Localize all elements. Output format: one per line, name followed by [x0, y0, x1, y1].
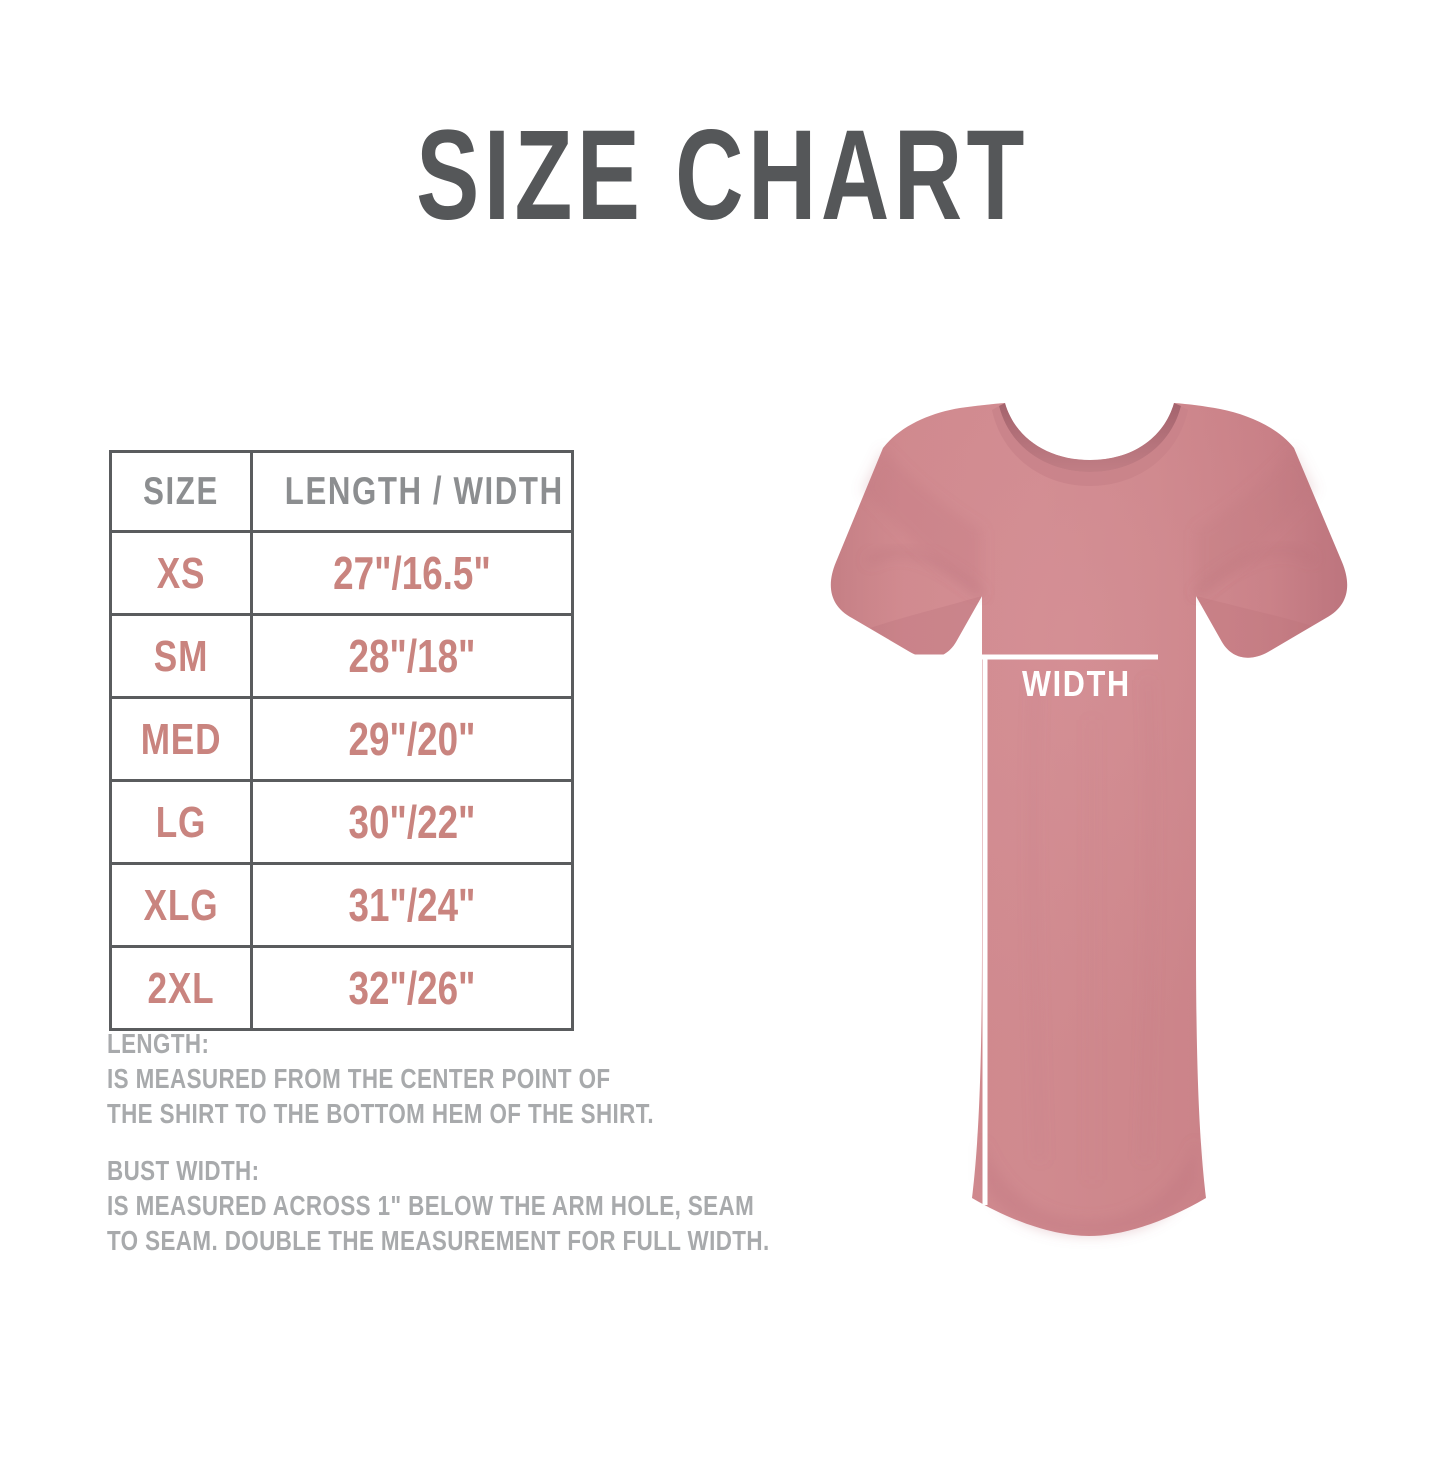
measurement-value: 28"/18" — [348, 629, 476, 682]
measurement-value: 32"/26" — [348, 961, 476, 1014]
fabric-folds — [1028, 679, 1156, 1180]
cell-size: XS — [109, 530, 253, 616]
measurement-value: 30"/22" — [348, 795, 476, 848]
bottom-hem-shadow — [982, 1140, 1196, 1236]
measurement-value: 31"/24" — [348, 878, 476, 931]
note-length: LENGTH: IS MEASURED FROM THE CENTER POIN… — [107, 1026, 747, 1131]
measurement-value: 29"/20" — [348, 712, 476, 765]
table-row: 2XL 32"/26" — [109, 945, 574, 1031]
cell-measurement: 28"/18" — [250, 613, 574, 699]
column-header-size: SIZE — [109, 450, 253, 533]
measurement-value: 27"/16.5" — [333, 546, 491, 599]
table-row: XS 27"/16.5" — [109, 530, 574, 616]
column-header-size-label: SIZE — [143, 469, 219, 513]
column-header-length-width-label: LENGTH / WIDTH — [284, 469, 564, 513]
cell-measurement: 30"/22" — [250, 779, 574, 865]
note-length-line-1: IS MEASURED FROM THE CENTER POINT OF — [107, 1063, 611, 1094]
right-shoulder-shadow — [1196, 448, 1316, 596]
left-sleeve-shadow — [870, 596, 982, 658]
size-value: SM — [153, 631, 209, 681]
note-bust-width-line-2: TO SEAM. DOUBLE THE MEASUREMENT FOR FULL… — [107, 1225, 770, 1256]
page-title: SIZE CHART — [416, 104, 1029, 247]
size-value: XS — [156, 548, 206, 598]
cell-size: XLG — [109, 862, 253, 948]
size-value: MED — [140, 714, 222, 764]
cell-measurement: 32"/26" — [250, 945, 574, 1031]
measurement-guides — [795, 654, 1158, 1205]
note-bust-width-line-1: IS MEASURED ACROSS 1" BELOW THE ARM HOLE… — [107, 1190, 755, 1221]
cell-measurement: 31"/24" — [250, 862, 574, 948]
width-label: WIDTH — [1022, 663, 1131, 704]
cell-size: MED — [109, 696, 253, 782]
collar-band — [992, 406, 1188, 486]
size-chart-table: SIZE LENGTH / WIDTH XS 27"/16.5" SM 28"/… — [109, 450, 574, 1031]
length-label: LENGTH — [903, 684, 944, 820]
right-sleeve-shadow — [1196, 596, 1312, 658]
cell-measurement: 27"/16.5" — [250, 530, 574, 616]
size-value: LG — [155, 797, 207, 847]
table-row: MED 29"/20" — [109, 696, 574, 782]
column-header-length-width: LENGTH / WIDTH — [250, 450, 574, 533]
note-bust-width: BUST WIDTH: IS MEASURED ACROSS 1" BELOW … — [107, 1153, 770, 1258]
cell-size: SM — [109, 613, 253, 699]
size-value: 2XL — [147, 963, 215, 1013]
collar-rib — [999, 403, 1181, 472]
note-bust-width-heading: BUST WIDTH: — [107, 1155, 260, 1186]
table-row: SM 28"/18" — [109, 613, 574, 699]
cell-size: LG — [109, 779, 253, 865]
tshirt-icon — [795, 388, 1348, 1236]
table-header-row: SIZE LENGTH / WIDTH — [109, 450, 574, 533]
cell-size: 2XL — [109, 945, 253, 1031]
table-row: LG 30"/22" — [109, 779, 574, 865]
table-row: XLG 31"/24" — [109, 862, 574, 948]
note-length-heading: LENGTH: — [107, 1028, 210, 1059]
left-shoulder-shadow — [862, 448, 982, 596]
size-value: XLG — [143, 880, 219, 930]
note-length-line-2: THE SHIRT TO THE BOTTOM HEM OF THE SHIRT… — [107, 1098, 654, 1129]
tshirt-illustration — [600, 380, 1380, 1260]
measurement-notes: LENGTH: IS MEASURED FROM THE CENTER POIN… — [107, 1026, 770, 1280]
neck-opening — [1005, 388, 1174, 460]
cell-measurement: 29"/20" — [250, 696, 574, 782]
